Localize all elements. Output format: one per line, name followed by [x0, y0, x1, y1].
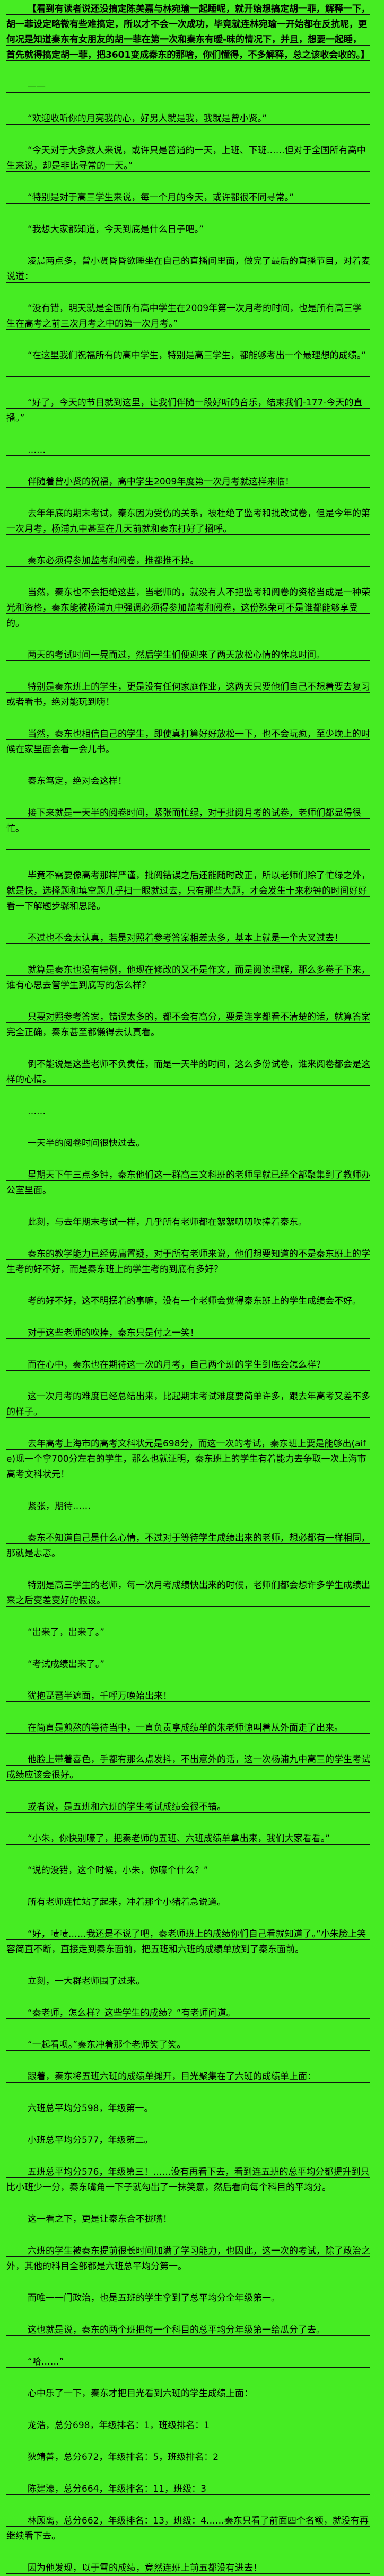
novel-paragraph: “没有错，明天就是全国所有高中学生在2009年第一次月考的时间，也是所有高三学生… [6, 301, 370, 332]
novel-paragraph: —— [6, 80, 370, 95]
novel-paragraph: 这一看之下，更是让秦东合不拢嘴！ [6, 2212, 370, 2227]
novel-paragraph: 立刻，一大群老师围了过来。 [6, 1974, 370, 1989]
novel-paragraph: 他脸上带着喜色，手都有那么点发抖，不出意外的话，这一次杨浦九中高三的学生考试成绩… [6, 1752, 370, 1783]
novel-paragraph: 跟着，秦东将五班六班的成绩单摊开，目光聚集在了六班的成绩单上面： [6, 2069, 370, 2085]
novel-paragraph: 特别是高三学生的老师，每一次月考成绩快出来的时候，老师们都会想许多学生成绩出来之… [6, 1578, 370, 1609]
novel-paragraph: 考的好不好，这不明摆着的事嘛，没有一个老师会觉得秦东班上的学生成绩会不好。 [6, 1294, 370, 1309]
novel-paragraph: 不过也不会太认真，若是对照着参考答案相差太多，基本上就是一个大叉过去！ [6, 931, 370, 946]
novel-paragraph: 狄靖善，总分672，年级排名：5，班级排名：2 [6, 2450, 370, 2465]
novel-paragraph: 当然，秦东也不会拒绝这些，当老师的，就没有人不把监考和阅卷的资格当成是一种荣光和… [6, 585, 370, 631]
novel-paragraph: 秦东的教学能力已经毋庸置疑，对于所有老师来说，他们想要知道的不是秦东班上的学生考… [6, 1247, 370, 1277]
novel-paragraph: 秦东笃定，绝对会这样！ [6, 774, 370, 789]
novel-paragraph: 小班总平均分577，年级第二。 [6, 2133, 370, 2148]
novel-paragraph: “特别是对于高三学生来说，每一个月的今天，或许都很不同寻常。” [6, 190, 370, 206]
novel-paragraph: 特别是秦东班上的学生，更是没有任何家庭作业，这两天只要他们自己不想着要去复习或者… [6, 680, 370, 710]
novel-paragraph: “我想大家都知道，今天到底是什么日子吧。” [6, 222, 370, 237]
novel-paragraph: 这一次月考的难度已经总结出来，比起期末考试难度要简单许多，跟去年高考又差不多的样… [6, 1389, 370, 1420]
novel-paragraph: 陈建濠，总分664，年级排名：11，班级：3 [6, 2482, 370, 2497]
novel-paragraph: “在这里我们祝福所有的高中学生，特别是高三学生，都能够考出一个最理想的成绩。” [6, 348, 370, 379]
novel-paragraph: 林顾离，总分662，年级排名：13，班级：4……秦东只看了前面四个名额，就没有再… [6, 2513, 370, 2544]
novel-paragraph: “今天对于大多数人来说，或许只是普通的一天，上班、下班……但对于全国所有高中生来… [6, 143, 370, 174]
novel-paragraph: 或者说，是五班和六班的学生考试成绩会很不错。 [6, 1799, 370, 1815]
novel-paragraph: “好，啧啧……我还是不说了吧，秦老师班上的成绩你们自己看就知道了。”小朱脸上笑容… [6, 1927, 370, 1957]
novel-paragraph: 秦东不知道自己是什么心情，不过对于等待学生成绩出来的老师，想必都有一样相同，那就… [6, 1531, 370, 1562]
novel-paragraph: “出来了，出来了。” [6, 1625, 370, 1640]
novel-paragraph: “哈……” [6, 2354, 370, 2370]
novel-paragraph: 龙浩，总分698，年级排名：1，班级排名：1 [6, 2418, 370, 2433]
novel-paragraph: “一起看呗。”秦东冲着那个老师笑了笑。 [6, 2037, 370, 2053]
novel-paragraph: “好了，今天的节目就到这里，让我们伴随一段好听的音乐，结束我们-177-今天的直… [6, 395, 370, 426]
novel-paragraph: 六班总平均分598，年级第一。 [6, 2101, 370, 2116]
novel-paragraph: 而唯一一门政治，也是五班的学生拿到了总平均分全年级第一。 [6, 2291, 370, 2306]
novel-paragraph: 因为他发现，以于雪的成绩，竟然连班上前五都没有进去！ [6, 2561, 370, 2576]
novel-paragraph: 秦东必须得参加监考和阅卷，推都推不掉。 [6, 553, 370, 569]
novel-paragraph: 就算是秦东也没有特例，他现在修改的又不是作文，而是阅读理解，那么多卷子下来，谁有… [6, 963, 370, 993]
novel-paragraph: 五班总平均分576，年级第三！……没有再看下去，看到连五班的总平均分都提升到只比… [6, 2165, 370, 2195]
novel-paragraph: 当然，秦东也相信自己的学生，即使真打算好好放松一下，也不会玩疯，至少晚上的时候在… [6, 727, 370, 757]
novel-paragraph: “考试成绩出来了。” [6, 1657, 370, 1672]
novel-paragraph: 倒不能说是这些老师不负责任，而是一天半的时间，这么多份试卷，谁来阅卷都会是这样的… [6, 1057, 370, 1088]
novel-paragraph: 接下来就是一天半的阅卷时间，紧张而忙绿，对于批阅月考的试卷，老师们都显得很忙。 [6, 806, 370, 852]
novel-paragraph: 只要对照参考答案，错误太多的，都不会有高分，要是连字都看不清楚的话，就算答案完全… [6, 1010, 370, 1040]
novel-paragraph: “说的没错，这个时候，小朱，你嚎个什么？” [6, 1863, 370, 1878]
novel-paragraph: 星期天下午三点多钟，秦东他们这一群高三文科班的老师早就已经全部聚集到了教师办公室… [6, 1168, 370, 1198]
author-note-paragraph: 【看到有读者说还没搞定陈美嘉与林宛瑜一起睡呢，就开始想搞定胡一菲，解释一下，胡一… [6, 2, 370, 63]
novel-paragraph: 犹抱琵琶半遮面，千呼万唤始出来！ [6, 1689, 370, 1704]
novel-paragraph: 两天的考试时间一晃而过，然后学生们便迎来了两天放松心情的休息时间。 [6, 648, 370, 663]
novel-paragraph: 凌晨两点多，曾小贤昏昏欲睡坐在自己的直播间里面，做完了最后的直播节目，对着麦说道… [6, 254, 370, 285]
novel-paragraph: 去年高考上海市的高考文科状元是698分，而这一次的考试，秦东班上要是能够出(ai… [6, 1436, 370, 1483]
novel-paragraph: 一天半的阅卷时间很快过去。 [6, 1136, 370, 1151]
novel-paragraph: 所有老师连忙站了起来，冲着那个小猪着急说道。 [6, 1895, 370, 1910]
novel-paragraph: 毕竟不需要像高考那样严谨，批阅错误之后还能随时改正，所以老师们除了忙绿之外，就是… [6, 868, 370, 914]
novel-paragraph: “欢迎收听你的月亮我的心，好男人就是我，我就是曾小贤。” [6, 111, 370, 127]
novel-paragraph: …… [6, 1104, 370, 1119]
novel-paragraph: 而在心中，秦东也在期待这一次的月考，自己两个班的学生到底会怎么样？ [6, 1357, 370, 1373]
novel-paragraph: 心中乐了一下，秦东才把目光看到六班的学生成绩上面： [6, 2386, 370, 2402]
novel-paragraph: “秦老师，怎么样？这些学生的成绩？”有老师问道。 [6, 2006, 370, 2021]
novel-paragraph: 对于这些老师的吹捧，秦东只是付之一笑！ [6, 1326, 370, 1341]
novel-paragraph: 去年年底的期末考试，秦东因为受伤的关系，被杜绝了监考和批改试卷，但是今年的第一次… [6, 506, 370, 537]
novel-paragraph: …… [6, 443, 370, 458]
novel-paragraph: “小朱，你快别嚎了，把秦老师的五班、六班成绩单拿出来，我们大家看看。” [6, 1831, 370, 1847]
novel-paragraph: 紧张，期待…… [6, 1499, 370, 1514]
novel-paragraph: 在简直是煎熬的等待当中，一直负责拿成绩单的朱老师惊叫着从外面走了出来。 [6, 1721, 370, 1736]
novel-paragraph: 六班的学生被秦东提前很长时间加满了学习能力，也因此，这一次的考试，除了政治之外，… [6, 2244, 370, 2274]
novel-paragraph: 此刻，与去年期末考试一样，几乎所有老师都在絮絮叨叨吹捧着秦东。 [6, 1215, 370, 1230]
novel-paragraph: 这也就是说，秦东的两个班把每一个科目的总平均分年级第一给瓜分了去。 [6, 2323, 370, 2338]
novel-paragraph: 伴随着曾小贤的祝福，高中学生2009年度第一次月考就这样来临！ [6, 474, 370, 490]
